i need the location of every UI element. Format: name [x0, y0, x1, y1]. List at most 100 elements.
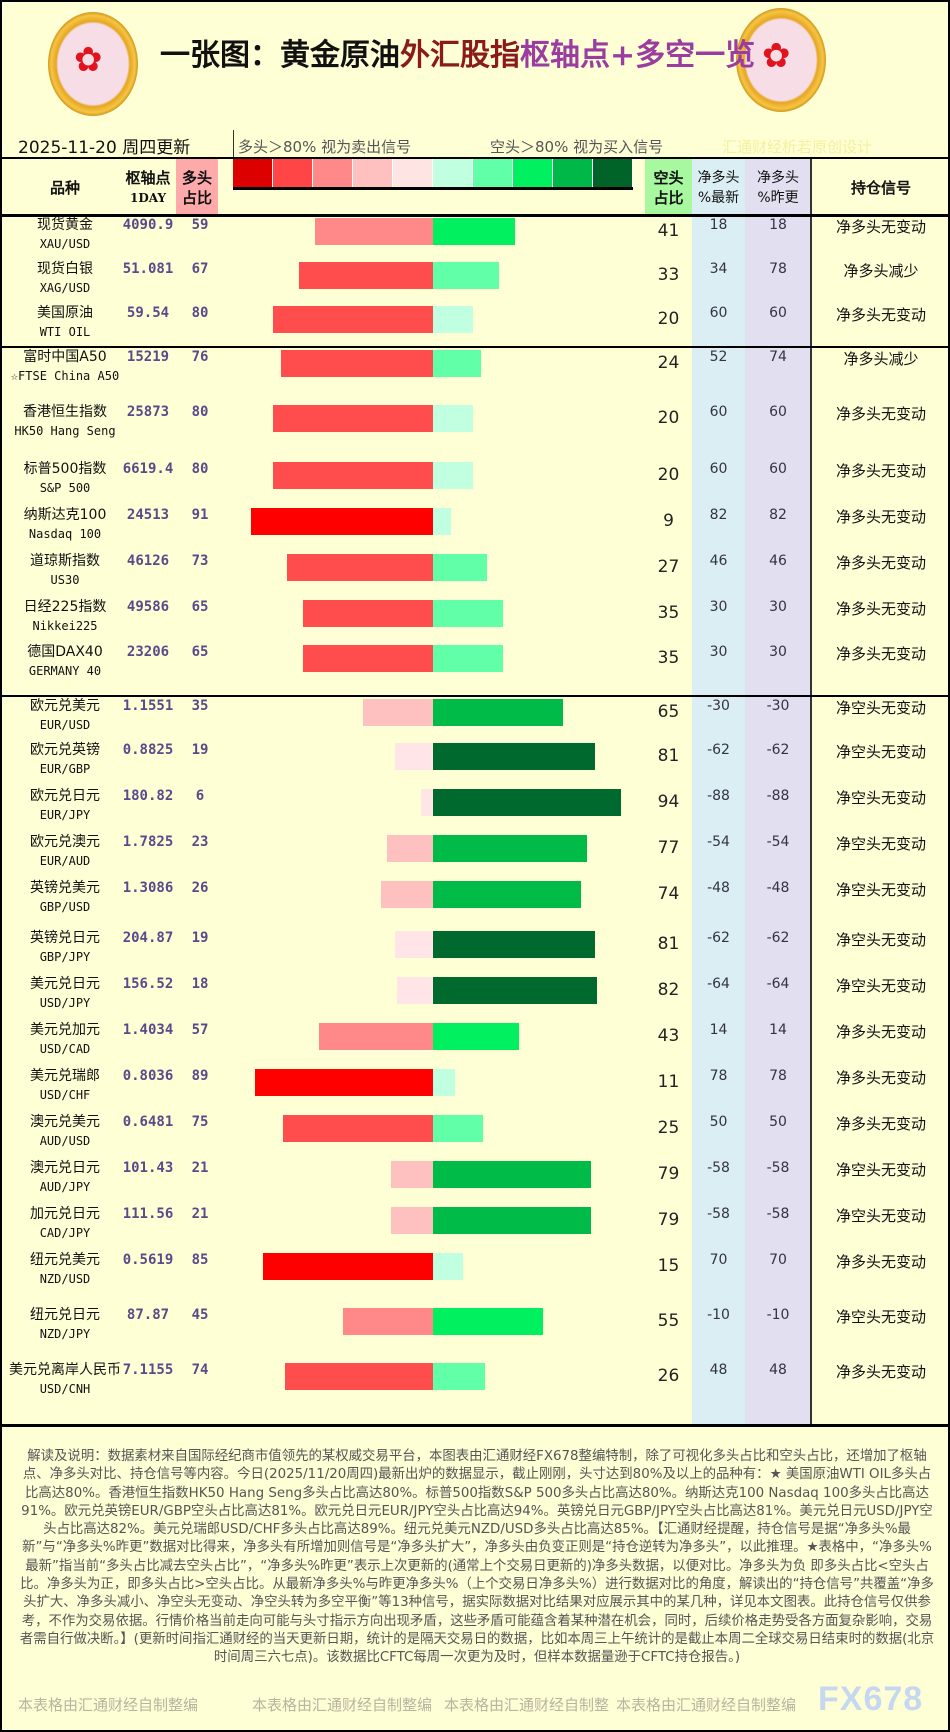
long-bar: [319, 1023, 433, 1050]
net-long-latest: 46: [709, 553, 728, 569]
long-bar: [255, 1069, 433, 1096]
instrument-name: 纽元兑日元 NZD/JPY: [0, 1306, 130, 1344]
instrument-code: EUR/JPY: [39, 808, 91, 822]
watermark: 本表格由汇通财经自制整: [444, 1696, 610, 1714]
position-signal: 净多头无变动: [835, 508, 926, 526]
long-header-bg: [176, 159, 218, 216]
net-long-latest: 34: [709, 261, 728, 277]
long-pct: 26: [191, 880, 209, 896]
instrument-cn: 欧元兑英镑: [30, 742, 100, 758]
divider: [0, 157, 950, 159]
instrument-cn: 英镑兑美元: [30, 880, 100, 896]
instrument-name: 美元兑瑞郎 USD/CHF: [0, 1067, 130, 1105]
short-pct: 65: [657, 702, 680, 722]
long-pct: 65: [191, 599, 209, 615]
short-bar: [433, 262, 499, 289]
pivot-value: 25873: [126, 404, 170, 420]
short-bar: [433, 743, 595, 770]
short-bar: [433, 306, 473, 333]
short-bar: [433, 1023, 519, 1050]
net-long-prev: 30: [769, 599, 787, 615]
long-pct: 74: [191, 1362, 209, 1378]
instrument-cn: 欧元兑美元: [30, 698, 100, 714]
table-row: 英镑兑日元 GBP/JPY 204.87 19 81 -62 -62 净空头无变动: [0, 929, 950, 975]
pivot-value: 15219: [126, 349, 170, 365]
net-long-latest: 48: [709, 1362, 728, 1378]
short-bar: [433, 1308, 543, 1335]
instrument-name: 欧元兑英镑 EUR/GBP: [0, 741, 130, 779]
instrument-cn: 美元兑离岸人民币: [9, 1362, 121, 1378]
long-bar: [303, 645, 433, 672]
long-pct: 67: [191, 261, 209, 277]
net-long-prev: 82: [769, 507, 787, 523]
header-label: 品种: [49, 178, 80, 197]
logo-left: ✿: [48, 12, 138, 116]
table-row: 德国DAX40 GERMANY 40 23206 65 35 30 30 净多头无变动: [0, 643, 950, 695]
short-bar: [433, 350, 481, 377]
legend-swatch: [273, 159, 313, 187]
header-label: 持仓信号: [850, 178, 911, 197]
instrument-code: NZD/USD: [39, 1272, 91, 1286]
long-pct: 23: [191, 834, 209, 850]
legend-swatch: [393, 159, 433, 187]
legend-swatch: [593, 159, 633, 187]
instrument-code: GERMANY 40: [28, 664, 102, 678]
instrument-cn: 英镑兑日元: [30, 930, 100, 946]
position-signal: 净多头无变动: [835, 218, 926, 236]
position-signal: 净多头无变动: [835, 1363, 926, 1381]
position-signal: 净多头减少: [843, 262, 919, 280]
instrument-cn: 纽元兑美元: [30, 1252, 100, 1268]
short-bar: [433, 699, 563, 726]
net-long-prev: -10: [766, 1307, 790, 1323]
long-bar: [387, 835, 433, 862]
position-signal: 净多头无变动: [835, 1115, 926, 1133]
short-bar: [433, 554, 487, 581]
instrument-code: ☆FTSE China A50: [10, 369, 120, 383]
instrument-code: CAD/JPY: [39, 1226, 91, 1240]
instrument-name: 美元兑日元 USD/JPY: [0, 975, 130, 1013]
instrument-cn: 富时中国A50: [23, 349, 107, 365]
short-bar: [433, 1115, 483, 1142]
short-bar: [433, 977, 597, 1004]
table-row: 日经225指数 Nikkei225 49586 65 35 30 30 净多头无变动: [0, 598, 950, 643]
divider: [0, 1424, 950, 1427]
short-pct: 41: [657, 221, 680, 241]
header-label: 枢轴点: [125, 168, 171, 187]
position-signal: 净多头无变动: [835, 462, 926, 480]
instrument-name: 日经225指数 Nikkei225: [0, 598, 130, 636]
long-pct: 80: [191, 461, 209, 477]
instrument-name: 英镑兑日元 GBP/JPY: [0, 929, 130, 967]
long-pct: 89: [191, 1068, 209, 1084]
instrument-cn: 美元兑加元: [30, 1022, 100, 1038]
table-row: 纳斯达克100 Nasdaq 100 24513 91 9 82 82 净多头无变动: [0, 506, 950, 552]
net-long-latest: 14: [709, 1022, 728, 1038]
position-signal: 净多头无变动: [835, 645, 926, 663]
long-bar: [273, 462, 433, 489]
long-bar: [395, 743, 433, 770]
instrument-name: 欧元兑澳元 EUR/AUD: [0, 833, 130, 871]
long-pct: 91: [191, 507, 209, 523]
short-pct: 74: [657, 884, 680, 904]
instrument-code: GBP/USD: [39, 900, 91, 914]
position-signal: 净多头减少: [843, 350, 919, 368]
instrument-name: 道琼斯指数 US30: [0, 552, 130, 590]
net-long-latest: -58: [707, 1206, 730, 1222]
header-label: 净多头: [697, 169, 740, 186]
pivot-value: 204.87: [122, 930, 174, 946]
long-pct: 65: [191, 644, 209, 660]
table-row: 欧元兑美元 EUR/USD 1.1551 35 65 -30 -30 净空头无变动: [0, 695, 950, 741]
instrument-code: EUR/GBP: [39, 762, 91, 776]
watermark: 本表格由汇通财经自制整编: [18, 1696, 199, 1714]
long-bar: [381, 881, 433, 908]
instrument-cn: 美国原油: [37, 305, 93, 321]
net-long-prev: 60: [769, 305, 787, 321]
title-part: 一张图：黄金原油: [160, 38, 400, 73]
instrument-name: 英镑兑美元 GBP/USD: [0, 879, 130, 917]
col-header-net-latest: 净多头 %最新: [692, 159, 745, 216]
table-row: 现货黄金 XAU/USD 4090.9 59 41 18 18 净多头无变动: [0, 216, 950, 260]
col-header-net-prev: 净多头 %昨更: [745, 159, 811, 216]
net-long-latest: 60: [709, 461, 728, 477]
short-pct: 9: [663, 511, 674, 531]
net-long-prev: -62: [766, 930, 790, 946]
short-bar: [433, 1253, 463, 1280]
